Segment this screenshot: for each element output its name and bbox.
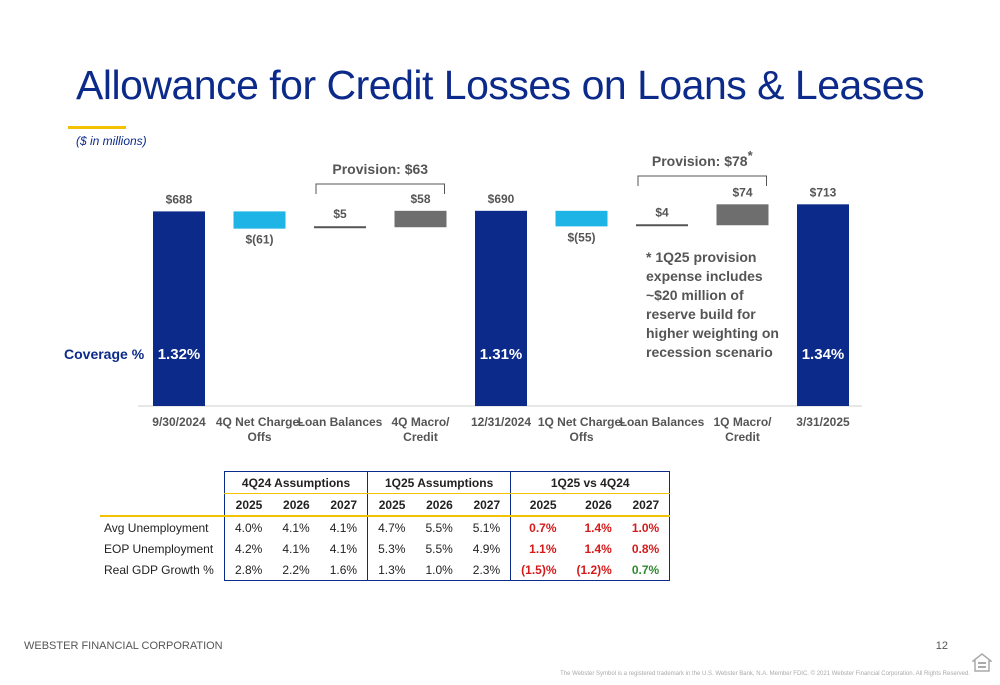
- group-header-row: 4Q24 Assumptions 1Q25 Assumptions 1Q25 v…: [100, 471, 671, 494]
- table-cell: 1.4%: [584, 520, 612, 535]
- table-cell: (1.2)%: [566, 559, 622, 581]
- total-bar: [153, 211, 205, 406]
- table-cell: 4.9%: [472, 541, 501, 556]
- provision-bracket: [315, 183, 445, 194]
- charge-off-bar: [555, 210, 608, 227]
- coverage-value: 1.34%: [802, 346, 845, 363]
- year-header: 2025: [224, 493, 273, 517]
- year-header: 2025: [510, 493, 567, 517]
- year-header-row: 2025 2026 2027 2025 2026 2027 2025 2026 …: [100, 493, 671, 517]
- year-header: 2027: [621, 493, 671, 517]
- table-cell: 4.1%: [329, 520, 358, 535]
- year-header: 2026: [566, 493, 622, 517]
- table-cell: 4.1%: [282, 520, 310, 535]
- value-label: $(61): [245, 233, 273, 247]
- waterfall-chart: Coverage % $688 1.32% 9/30/2024 $(61) 4Q Net…: [64, 148, 862, 444]
- loan-balance-bar: [636, 224, 688, 227]
- table-cell: 4.1%: [329, 541, 358, 556]
- x-tick-label: 4Q Net Charge-Offs: [216, 415, 303, 444]
- provision-bracket: [637, 175, 767, 186]
- table-row: EOP Unemployment 4.2% 4.1% 4.1% 5.3% 5.5% 4.9%…: [100, 538, 671, 559]
- row-label: Real GDP Growth %: [104, 562, 214, 577]
- value-label: $5: [333, 207, 347, 221]
- page-number: 12: [935, 640, 948, 652]
- table-cell: 4.1%: [282, 541, 310, 556]
- equal-housing-lender-icon: [972, 653, 992, 672]
- table-cell: 5.1%: [472, 520, 501, 535]
- table-cell: 5.5%: [425, 520, 453, 535]
- group-header: 4Q24 Assumptions: [223, 471, 368, 494]
- table-cell: 1.4%: [584, 541, 612, 556]
- table-row: Avg Unemployment 4.0% 4.1% 4.1% 4.7% 5.5% 5.1%…: [100, 516, 671, 538]
- coverage-value: 1.32%: [158, 346, 201, 363]
- x-tick-label: Loan Balances: [620, 415, 705, 429]
- table-cell: 4.2%: [224, 538, 273, 559]
- value-label: $74: [732, 185, 752, 199]
- footer-company: WEBSTER FINANCIAL CORPORATION: [24, 640, 223, 652]
- table-cell: 5.3%: [367, 538, 416, 559]
- x-tick-label: 12/31/2024: [471, 415, 531, 429]
- units-note: ($ in millions): [76, 134, 147, 148]
- value-label: $(55): [567, 230, 595, 244]
- macro-credit-bar: [716, 204, 769, 226]
- assumptions-table: 4Q24 Assumptions 1Q25 Assumptions 1Q25 v…: [100, 471, 671, 581]
- table-row: Real GDP Growth % 2.8% 2.2% 1.6% 1.3% 1.0% 2.3…: [100, 559, 671, 581]
- table-cell: 2.3%: [462, 559, 511, 581]
- legal-disclaimer: The Webster Symbol is a registered trade…: [560, 671, 970, 677]
- group-header: 1Q25 Assumptions: [367, 471, 511, 494]
- table-cell: 0.8%: [621, 538, 671, 559]
- provision-label: Provision: $63: [332, 161, 428, 177]
- table-cell: 4.7%: [367, 516, 416, 538]
- title-underline: [68, 126, 126, 129]
- table-cell: (1.5)%: [510, 559, 567, 581]
- table-cell: 1.3%: [367, 559, 416, 581]
- table-cell: 2.2%: [272, 559, 320, 581]
- coverage-value: 1.31%: [480, 346, 523, 363]
- year-header: 2026: [272, 493, 320, 517]
- table-cell: 1.0%: [621, 516, 671, 538]
- table-cell: 1.1%: [510, 538, 567, 559]
- year-header: 2026: [415, 493, 463, 517]
- year-header: 2025: [367, 493, 416, 517]
- macro-credit-bar: [394, 210, 447, 228]
- row-label: EOP Unemployment: [104, 541, 214, 556]
- total-bar: [797, 204, 849, 406]
- charge-off-bar: [233, 211, 286, 229]
- table-cell: 2.8%: [224, 559, 273, 581]
- x-tick-label: 1Q Net Charge-Offs: [538, 415, 625, 444]
- total-bar: [475, 210, 527, 406]
- value-label: $688: [166, 192, 193, 206]
- table-cell: 1.0%: [415, 559, 463, 581]
- x-tick-label: Loan Balances: [298, 415, 383, 429]
- value-label: $4: [655, 205, 669, 219]
- x-tick-label: 3/31/2025: [796, 415, 850, 429]
- loan-balance-bar: [314, 226, 366, 229]
- value-label: $690: [488, 192, 515, 206]
- page-title: Allowance for Credit Losses on Loans & L…: [76, 62, 925, 108]
- year-header: 2027: [319, 493, 368, 517]
- table-cell: 0.7%: [510, 516, 567, 538]
- provision-label: Provision: $78*: [652, 148, 754, 169]
- x-tick-label: 9/30/2024: [152, 415, 206, 429]
- x-tick-label: 4Q Macro/Credit: [391, 415, 450, 444]
- table-cell: 1.6%: [319, 559, 368, 581]
- value-label: $713: [810, 185, 837, 199]
- provision-footnote: * 1Q25 provision expense includes ~$20 mil…: [646, 249, 779, 360]
- row-label: Avg Unemployment: [104, 520, 209, 535]
- coverage-label: Coverage %: [64, 346, 145, 362]
- table-cell: 4.0%: [224, 516, 273, 538]
- table-cell: 0.7%: [621, 559, 671, 581]
- x-tick-label: 1Q Macro/Credit: [713, 415, 772, 444]
- value-label: $58: [410, 192, 430, 206]
- table-cell: 5.5%: [425, 541, 453, 556]
- group-header: 1Q25 vs 4Q24: [510, 471, 671, 494]
- year-header: 2027: [462, 493, 511, 517]
